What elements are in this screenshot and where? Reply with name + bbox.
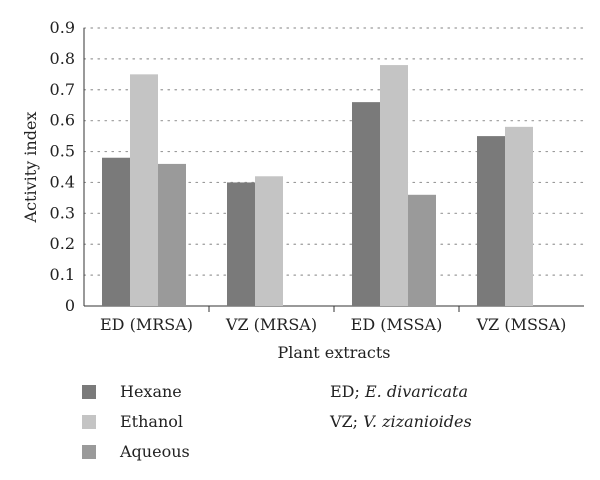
legend-swatch-ethanol xyxy=(82,414,96,429)
y-tick-label-1: 0.1 xyxy=(50,265,75,284)
bar-hexane-2 xyxy=(352,102,380,306)
bar-ethanol-2 xyxy=(380,65,408,306)
abbreviation-vz: VZ; xyxy=(330,412,359,431)
bar-hexane-3 xyxy=(477,136,505,306)
legend-swatch-hexane xyxy=(82,384,96,399)
y-tick-label-4: 0.4 xyxy=(50,172,75,191)
y-tick-label-8: 0.8 xyxy=(50,49,75,68)
legend-label-hexane: Hexane xyxy=(120,382,182,401)
legend-item-hexane: Hexane xyxy=(82,382,182,401)
y-tick-label-5: 0.5 xyxy=(50,142,75,161)
x-tick-label-1: VZ (MRSA) xyxy=(225,315,317,334)
bar-hexane-1 xyxy=(227,182,255,306)
y-tick-label-2: 0.2 xyxy=(50,234,75,253)
bar-ethanol-0 xyxy=(130,74,158,306)
species-name-vz: V. zizanioides xyxy=(363,412,472,431)
abbreviation-note-vz: VZ; V. zizanioides xyxy=(330,412,472,431)
y-axis-title: Activity index xyxy=(21,112,40,224)
bar-aqueous-2 xyxy=(408,194,436,306)
bar-hexane-0 xyxy=(102,157,130,306)
bar-chart: 0 0.1 0.2 0.3 0.4 0.5 0.6 0.7 0.8 0.9 ED (MRSA) VZ … xyxy=(21,18,585,362)
y-tick-label-6: 0.6 xyxy=(50,111,75,130)
bar-ethanol-3 xyxy=(505,126,533,306)
species-name-ed: E. divaricata xyxy=(365,382,469,401)
x-axis-title: Plant extracts xyxy=(278,343,391,362)
y-tick-label-3: 0.3 xyxy=(50,203,75,222)
legend-label-ethanol: Ethanol xyxy=(120,412,184,431)
y-tick-label-9: 0.9 xyxy=(50,18,75,37)
x-tick-label-3: VZ (MSSA) xyxy=(476,315,567,334)
x-tick-label-2: ED (MSSA) xyxy=(351,315,443,334)
x-tick-label-0: ED (MRSA) xyxy=(100,315,193,334)
bar-ethanol-1 xyxy=(255,176,283,306)
legend-item-aqueous: Aqueous xyxy=(82,442,190,461)
y-tick-label-0: 0 xyxy=(65,296,75,315)
bar-aqueous-0 xyxy=(158,163,186,306)
abbreviation-ed: ED; xyxy=(330,382,360,401)
legend-label-aqueous: Aqueous xyxy=(120,442,190,461)
legend-swatch-aqueous xyxy=(82,444,96,459)
legend-item-ethanol: Ethanol xyxy=(82,412,183,431)
y-tick-label-7: 0.7 xyxy=(50,80,75,99)
abbreviation-note-ed: ED; E. divaricata xyxy=(330,382,468,401)
